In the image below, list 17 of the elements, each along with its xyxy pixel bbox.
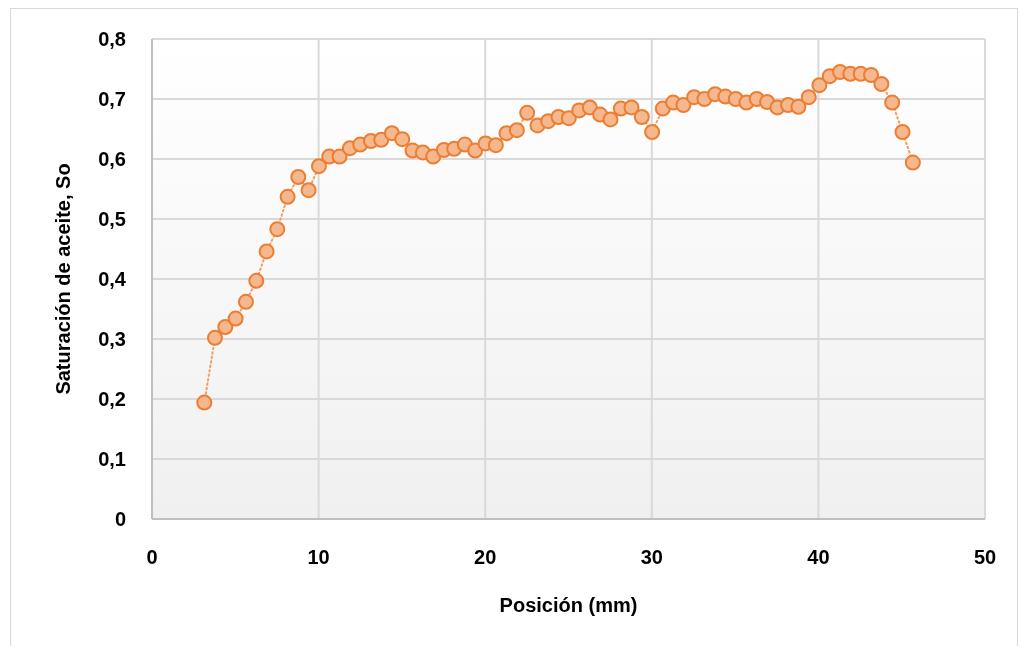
- y-tick-label: 0,8: [98, 28, 126, 50]
- x-tick-label: 50: [973, 546, 997, 568]
- y-tick-label: 0: [114, 508, 126, 530]
- y-tick-label: 0,3: [98, 328, 126, 350]
- y-tick-label: 0,5: [98, 208, 126, 230]
- y-tick-label: 0,2: [98, 388, 126, 410]
- x-tick-label: 0: [146, 546, 158, 568]
- x-axis-title: Posición (mm): [499, 594, 638, 616]
- y-axis-title: Saturación de aceite, So: [52, 163, 74, 395]
- x-tick-label: 40: [807, 546, 830, 568]
- y-tick-label: 0,6: [98, 148, 126, 170]
- x-tick-label: 10: [307, 546, 330, 568]
- y-tick-label: 0,7: [98, 88, 126, 110]
- y-tick-label: 0,1: [98, 448, 126, 470]
- x-tick-label: 20: [474, 546, 497, 568]
- y-tick-label: 0,4: [98, 268, 127, 290]
- x-tick-label: 30: [640, 546, 663, 568]
